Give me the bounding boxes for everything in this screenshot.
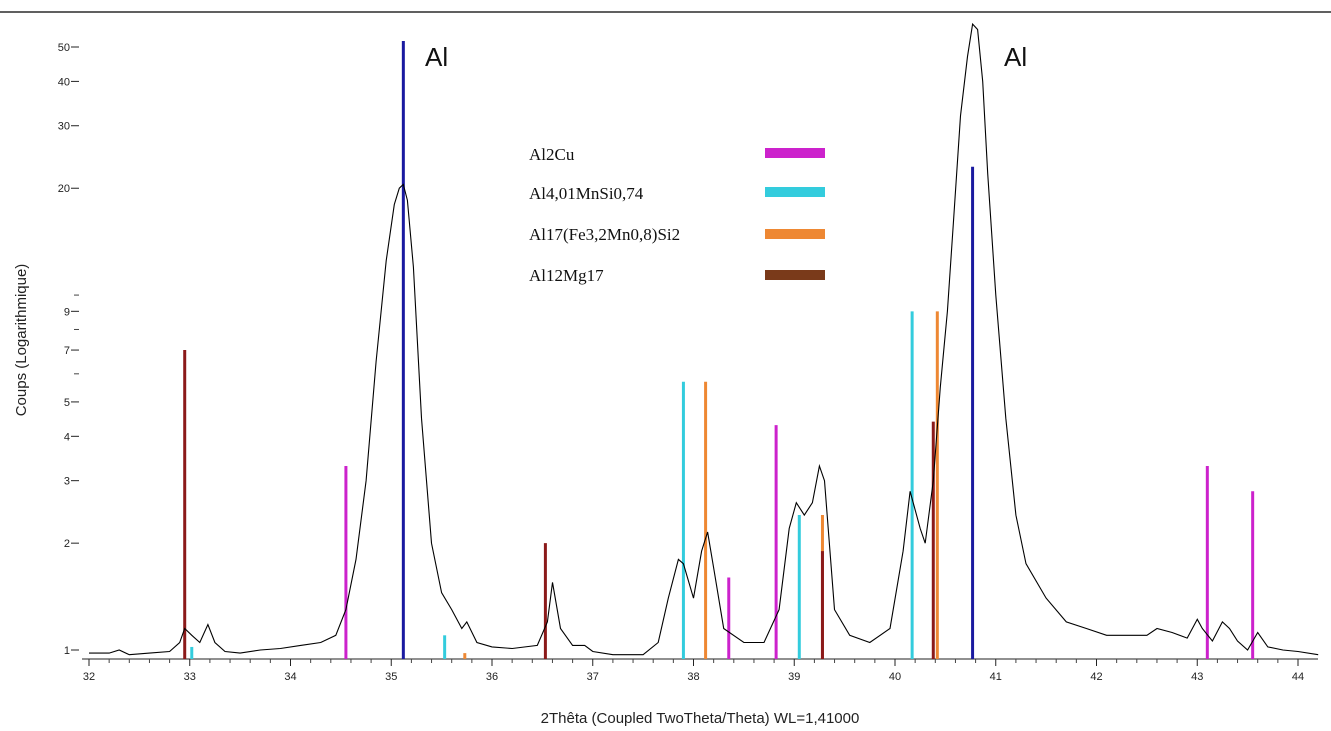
legend-swatch-al401mnsi074 xyxy=(765,187,825,197)
x-tick-label-33: 33 xyxy=(184,671,196,683)
x-axis-ticks: 32 33 34 35 36 37 38 39 40 41 42 43 44 xyxy=(83,659,1304,683)
x-tick-label-42: 42 xyxy=(1090,671,1102,683)
y-tick-label-1: 1 xyxy=(64,645,70,657)
x-tick-label-35: 35 xyxy=(385,671,397,683)
annotation-al-right: Al xyxy=(1004,42,1027,72)
x-tick-label-36: 36 xyxy=(486,671,498,683)
x-tick-label-38: 38 xyxy=(687,671,699,683)
legend-swatch-al2cu xyxy=(765,148,825,158)
x-axis-title: 2Thêta (Coupled TwoTheta/Theta) WL=1,410… xyxy=(541,710,860,727)
y-tick-label-4: 4 xyxy=(64,431,70,443)
x-tick-label-41: 41 xyxy=(990,671,1002,683)
x-tick-label-37: 37 xyxy=(587,671,599,683)
legend-label-al12mg17: Al12Mg17 xyxy=(529,266,604,285)
reference-lines-layer xyxy=(183,40,1255,659)
x-tick-label-44: 44 xyxy=(1292,671,1304,683)
x-tick-label-32: 32 xyxy=(83,671,95,683)
x-tick-label-34: 34 xyxy=(284,671,296,683)
y-tick-label-9: 9 xyxy=(64,306,70,318)
legend-swatch-al12mg17 xyxy=(765,270,825,280)
legend-swatch-al17fe32mn08si2 xyxy=(765,229,825,239)
y-tick-label-7: 7 xyxy=(64,345,70,357)
y-axis-ticks: 1 2 3 4 5 7 9 20 30 40 50 xyxy=(58,42,79,657)
legend-label-al401mnsi074: Al4,01MnSi0,74 xyxy=(529,184,644,203)
annotation-al-left: Al xyxy=(425,42,448,72)
legend-label-al17fe32mn08si2: Al17(Fe3,2Mn0,8)Si2 xyxy=(529,225,680,244)
y-tick-label-20: 20 xyxy=(58,183,70,195)
x-tick-label-43: 43 xyxy=(1191,671,1203,683)
y-tick-label-50: 50 xyxy=(58,42,70,54)
y-tick-label-5: 5 xyxy=(64,397,70,409)
legend-label-al2cu: Al2Cu xyxy=(529,145,575,164)
y-tick-label-40: 40 xyxy=(58,76,70,88)
diffraction-pattern-line xyxy=(89,22,1319,656)
y-tick-label-2: 2 xyxy=(64,538,70,550)
x-tick-label-39: 39 xyxy=(788,671,800,683)
y-axis-title: Coups (Logarithmique) xyxy=(13,264,30,417)
y-tick-label-30: 30 xyxy=(58,121,70,133)
y-tick-label-3: 3 xyxy=(64,476,70,488)
legend: Al2Cu Al4,01MnSi0,74 Al17(Fe3,2Mn0,8)Si2… xyxy=(529,145,825,285)
x-tick-label-40: 40 xyxy=(889,671,901,683)
